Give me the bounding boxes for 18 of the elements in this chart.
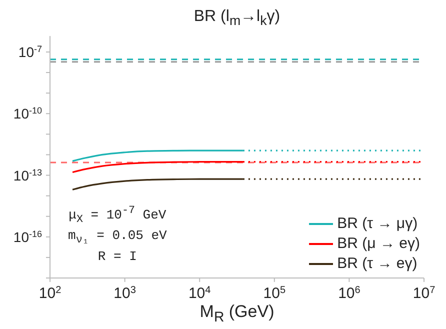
annotation: μ$_{X}$ = 10$^{-7}$ GeV [68, 204, 167, 228]
y-tick-label: 10$^{-16}$ [13, 228, 42, 245]
y-tick-label: 10$^{-7}$ [18, 44, 42, 60]
x-tick-label: 10$^{7}$ [412, 284, 436, 302]
x-tick-label: 10$^{6}$ [338, 284, 361, 302]
x-tick-label: 10$^{5}$ [263, 284, 286, 302]
legend-label: BR (τ → eγ) [337, 254, 418, 274]
chart-title: BR (l$_{m}$→l$_{k}$γ) [192, 8, 282, 28]
x-axis-title: M$_{R}$ (GeV) [198, 302, 276, 326]
y-tick-label: 10$^{-10}$ [13, 106, 42, 122]
x-tick-label: 10$^{3}$ [114, 284, 136, 302]
annotation: m$_{ν₁}$ = 0.05 eV [68, 228, 167, 249]
annotation: R = I [96, 248, 138, 264]
y-tick-label: 10$^{-13}$ [13, 167, 42, 184]
x-tick-label: 10$^{4}$ [188, 284, 212, 302]
x-tick-label: 10$^{2}$ [38, 284, 62, 302]
legend-label: BR (μ → eγ) [337, 234, 420, 254]
legend-label: BR (τ → μγ) [337, 214, 418, 234]
